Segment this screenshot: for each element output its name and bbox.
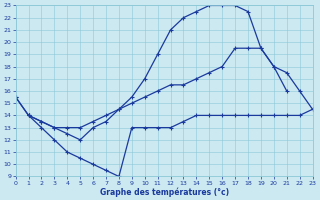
X-axis label: Graphe des températures (°c): Graphe des températures (°c) bbox=[100, 187, 229, 197]
